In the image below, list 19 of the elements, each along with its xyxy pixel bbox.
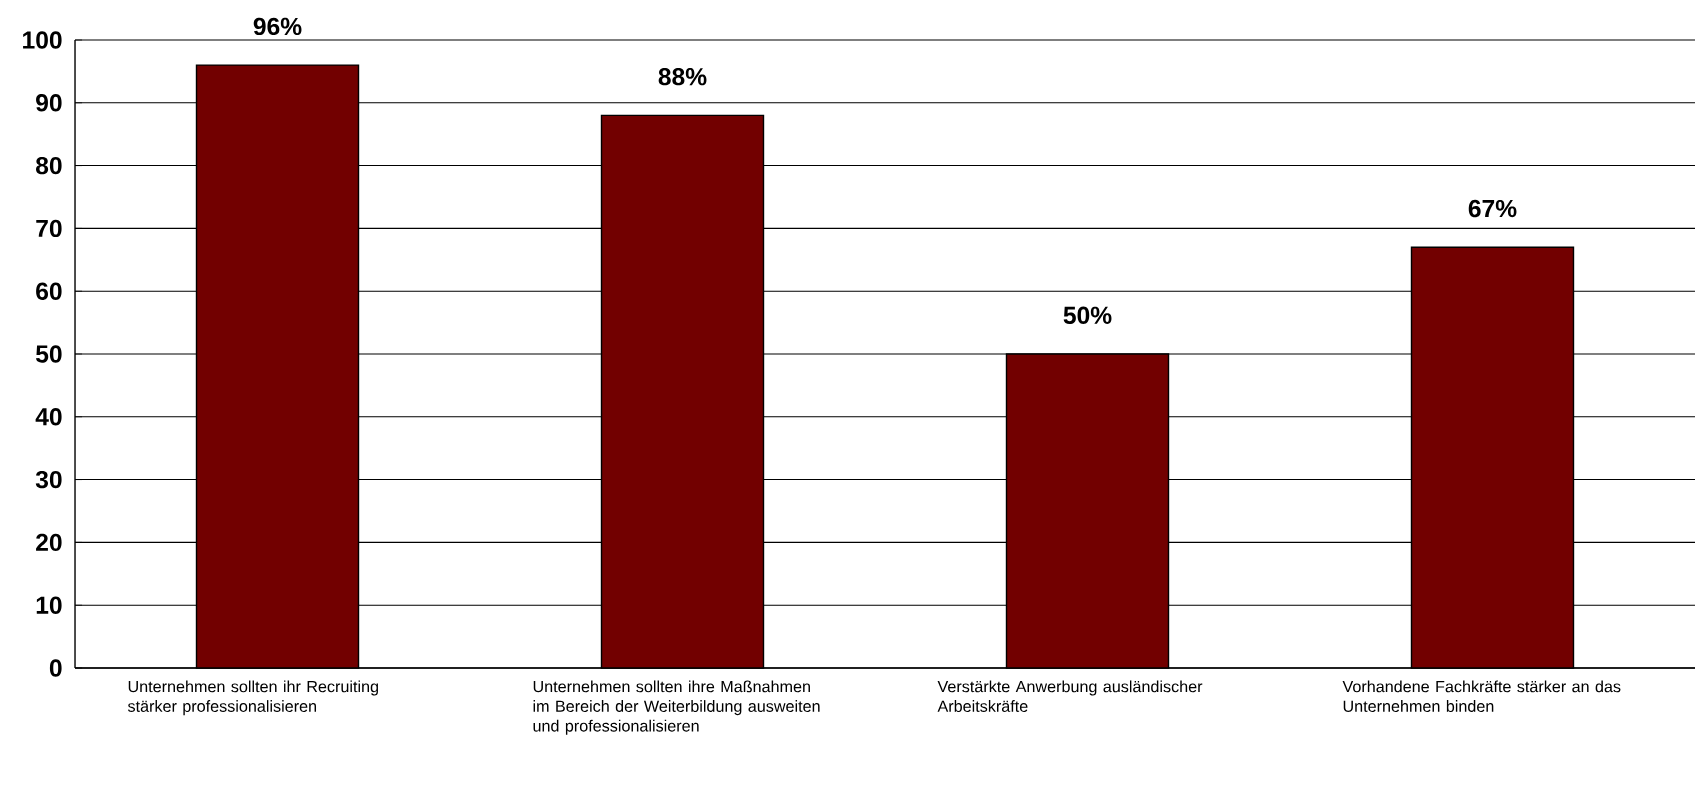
y-tick-label: 30 <box>35 470 62 489</box>
x-tick-label: Vorhandene Fachkräfte stärker an das Unternehmen binden <box>1342 680 1621 712</box>
data-label: 96% <box>253 17 302 36</box>
y-tick-label: 70 <box>36 219 62 238</box>
y-tick-label: 40 <box>35 408 62 426</box>
y-tick-label: 100 <box>23 31 62 49</box>
y-tick-label: 90 <box>36 94 62 112</box>
data-label: 88% <box>658 67 707 86</box>
y-tick-label: 80 <box>36 156 62 175</box>
x-tick-label: Unternehmen sollten ihr Recruiting stärker professionalisieren <box>127 680 378 716</box>
y-tick-label: 50 <box>36 345 62 363</box>
y-tick-label: 0 <box>49 659 62 677</box>
y-tick-label: 20 <box>36 533 62 552</box>
data-label: 67% <box>1468 199 1517 218</box>
y-tick-label: 60 <box>36 282 62 300</box>
x-tick-label: Unternehmen sollten ihre Maßnahmen im Bereich der Weiterbildung ausweiten und professionalisieren <box>533 680 820 735</box>
x-tick-label: Verstärkte Anwerbung ausländischer Arbeitskräfte <box>937 680 1203 712</box>
y-tick-label: 10 <box>36 596 62 614</box>
data-label: 50% <box>1063 306 1112 324</box>
